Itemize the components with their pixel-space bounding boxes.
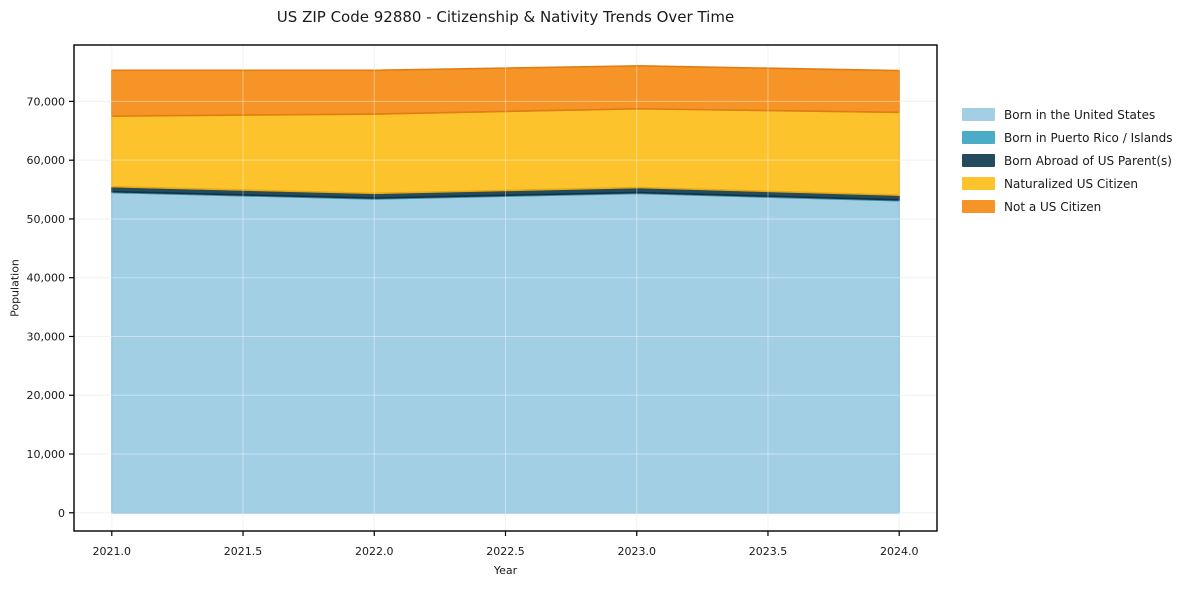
legend-swatch: [962, 108, 995, 121]
y-tick-label: 30,000: [27, 330, 66, 343]
legend-item: Born in the United States: [962, 107, 1173, 122]
legend-swatch: [962, 154, 995, 167]
x-tick-label: 2022.0: [355, 545, 394, 558]
x-axis-label: Year: [493, 564, 518, 577]
legend-label: Born in Puerto Rico / Islands: [1004, 130, 1173, 145]
legend-item: Not a US Citizen: [962, 199, 1173, 214]
legend-label: Naturalized US Citizen: [1004, 176, 1138, 191]
legend-item: Naturalized US Citizen: [962, 176, 1173, 191]
legend-swatch: [962, 200, 995, 213]
x-tick-label: 2022.5: [486, 545, 525, 558]
x-tick-label: 2021.0: [93, 545, 132, 558]
y-tick-label: 50,000: [27, 213, 66, 226]
y-tick-label: 70,000: [27, 95, 66, 108]
legend-label: Not a US Citizen: [1004, 199, 1102, 214]
legend-label: Born in the United States: [1004, 107, 1156, 122]
y-tick-label: 40,000: [27, 272, 66, 285]
legend-swatch: [962, 177, 995, 190]
legend-swatch: [962, 131, 995, 144]
legend-item: Born Abroad of US Parent(s): [962, 153, 1173, 168]
y-tick-label: 0: [58, 507, 65, 520]
area-series-4: [110, 65, 901, 117]
legend: Born in the United States Born in Puerto …: [962, 107, 1173, 214]
chart-title: US ZIP Code 92880 - Citizenship & Nativi…: [276, 8, 735, 26]
legend-item: Born in Puerto Rico / Islands: [962, 130, 1173, 145]
y-axis-label: Population: [8, 259, 22, 317]
legend-label: Born Abroad of US Parent(s): [1004, 153, 1172, 168]
x-tick-label: 2024.0: [880, 545, 919, 558]
x-tick-label: 2023.0: [617, 545, 656, 558]
x-tick-label: 2021.5: [224, 545, 263, 558]
y-tick-label: 20,000: [27, 389, 66, 402]
y-tick-label: 60,000: [27, 154, 66, 167]
x-tick-label: 2023.5: [749, 545, 788, 558]
y-tick-label: 10,000: [27, 448, 66, 461]
